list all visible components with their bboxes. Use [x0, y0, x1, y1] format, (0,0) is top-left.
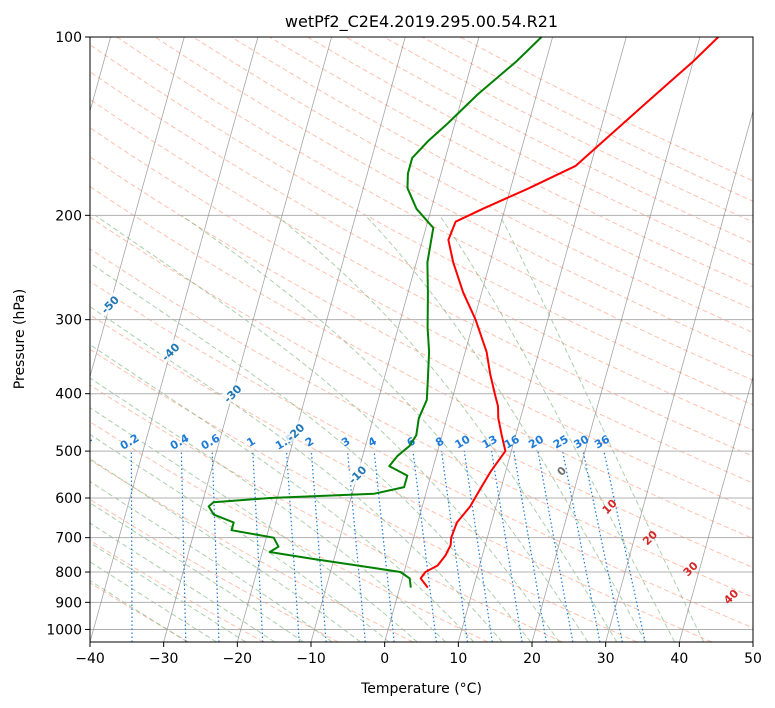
dry-adiabat-line: [0, 37, 637, 642]
dry-adiabat-line: [79, 37, 775, 642]
line-labels: 0.10.20.40.611.52346810131620253036-100-…: [0, 40, 742, 607]
y-axis-label: Pressure (hPa): [12, 289, 28, 389]
x-tick-label: 50: [744, 651, 762, 667]
dry-adiabat-line: [0, 37, 775, 642]
mixing-ratio-label: 8: [433, 435, 446, 450]
background-lines: [0, 37, 775, 642]
isotherm-line: [606, 37, 774, 642]
mixing-ratio-line: [131, 451, 132, 642]
isotherm-label-bg: [0, 189, 2, 213]
dewpoint-profile-line: [209, 37, 542, 588]
dry-adiabat-line: [422, 37, 775, 642]
mixing-ratio-line: [604, 451, 645, 642]
dry-adiabat-line: [193, 37, 775, 642]
dry-adiabat-line: [2, 37, 775, 642]
y-tick-label: 900: [55, 595, 82, 611]
mixing-ratio-label: 2: [303, 435, 316, 450]
mixing-ratio-label: 13: [480, 433, 500, 452]
isotherm-label: -10: [346, 463, 369, 486]
x-tick-label: −20: [223, 651, 253, 667]
dry-adiabat-line: [231, 37, 775, 642]
x-tick-label: −40: [75, 651, 105, 667]
x-tick-label: −30: [149, 651, 179, 667]
y-tick-label: 800: [55, 565, 82, 581]
mixing-ratio-label: 36: [592, 432, 612, 451]
isotherm-line: [311, 37, 479, 642]
mixing-ratio-line: [464, 451, 492, 642]
temperature-profile-line: [421, 37, 719, 588]
x-tick-label: 30: [597, 651, 615, 667]
dry-adiabat-line: [0, 37, 413, 642]
y-tick-label: 100: [55, 30, 82, 46]
dry-adiabat-line: [0, 37, 775, 642]
moist-adiabat-line: [95, 215, 559, 642]
dry-adiabat-line: [0, 37, 712, 642]
mixing-ratio-line: [82, 451, 85, 642]
moist-adiabat-line: [0, 215, 361, 642]
mixing-ratio-line: [563, 451, 600, 642]
x-axis-label: Temperature (°C): [360, 681, 482, 697]
moist-adiabat-line: [365, 215, 645, 642]
mixing-ratio-label: 4: [366, 434, 379, 449]
x-tick-label: 0: [380, 651, 389, 667]
isotherm-label: -70: [0, 191, 3, 214]
mixing-ratio-line: [514, 451, 547, 642]
dry-adiabat-line: [0, 37, 775, 642]
dry-adiabat-line: [0, 37, 775, 642]
isotherm-line: [16, 37, 184, 642]
isotherm-label-bg: [37, 245, 61, 269]
isotherm-label: -60: [38, 246, 61, 269]
moist-adiabat-line: [22, 215, 530, 642]
moist-adiabat-label: 40: [721, 587, 741, 607]
mixing-ratio-label: 0.6: [199, 431, 223, 452]
mixing-ratio-label: 3: [339, 435, 352, 450]
mixing-ratio-label: 20: [526, 432, 546, 451]
plot-frame: [90, 37, 753, 642]
moist-adiabat-line: [500, 215, 704, 642]
mixing-ratio-line: [583, 451, 622, 642]
mixing-ratio-line: [492, 451, 523, 642]
moist-adiabat-line: [0, 215, 246, 642]
skewt-chart: wetPf2_C2E4.2019.295.00.54.R21 0.1 0.2 0.4…: [0, 0, 775, 708]
mixing-ratio-label: 10: [453, 432, 473, 451]
y-tick-label: 600: [55, 491, 82, 507]
y-tick-label: 500: [55, 444, 82, 460]
mixing-ratio-line: [538, 451, 573, 642]
dry-adiabat-line: [0, 37, 189, 642]
moist-adiabat-line: [182, 215, 588, 642]
x-tick-label: 10: [449, 651, 467, 667]
moist-adiabat-line: [276, 215, 617, 642]
mixing-ratio-label: 0.2: [118, 432, 141, 453]
x-tick-label: −10: [296, 651, 326, 667]
dry-adiabat-line: [0, 37, 562, 642]
chart-title: wetPf2_C2E4.2019.295.00.54.R21: [285, 12, 558, 32]
mixing-ratio-label: 0.4: [168, 431, 192, 452]
mixing-ratio-label: 1: [244, 435, 257, 450]
isotherm-line: [385, 37, 553, 642]
y-tick-label: 1000: [46, 622, 82, 638]
x-tick-label: 40: [670, 651, 688, 667]
dry-adiabat-line: [0, 37, 775, 642]
dry-adiabat-line: [0, 37, 488, 642]
isotherm-line: [237, 37, 405, 642]
mixing-ratio-line: [253, 451, 263, 642]
y-tick-label: 400: [55, 387, 82, 403]
isotherm-line: [753, 37, 775, 642]
y-tick-label: 700: [55, 531, 82, 547]
y-tick-label: 300: [55, 313, 82, 329]
isotherm-line: [679, 37, 775, 642]
moist-adiabat-label: 10: [600, 497, 620, 517]
isotherm-line: [164, 37, 332, 642]
dry-adiabat-line: [270, 37, 775, 642]
isotherm-label: -30: [221, 382, 244, 405]
y-tick-label: 200: [55, 208, 82, 224]
isotherm-line: [532, 37, 700, 642]
isotherm-label: -40: [159, 340, 182, 363]
x-tick-label: 20: [523, 651, 541, 667]
dry-adiabat-line: [0, 37, 775, 642]
isotherm-line: [458, 37, 626, 642]
isotherm-label: -50: [99, 293, 122, 316]
profile-series: [209, 37, 719, 588]
mixing-ratio-line: [413, 451, 436, 642]
